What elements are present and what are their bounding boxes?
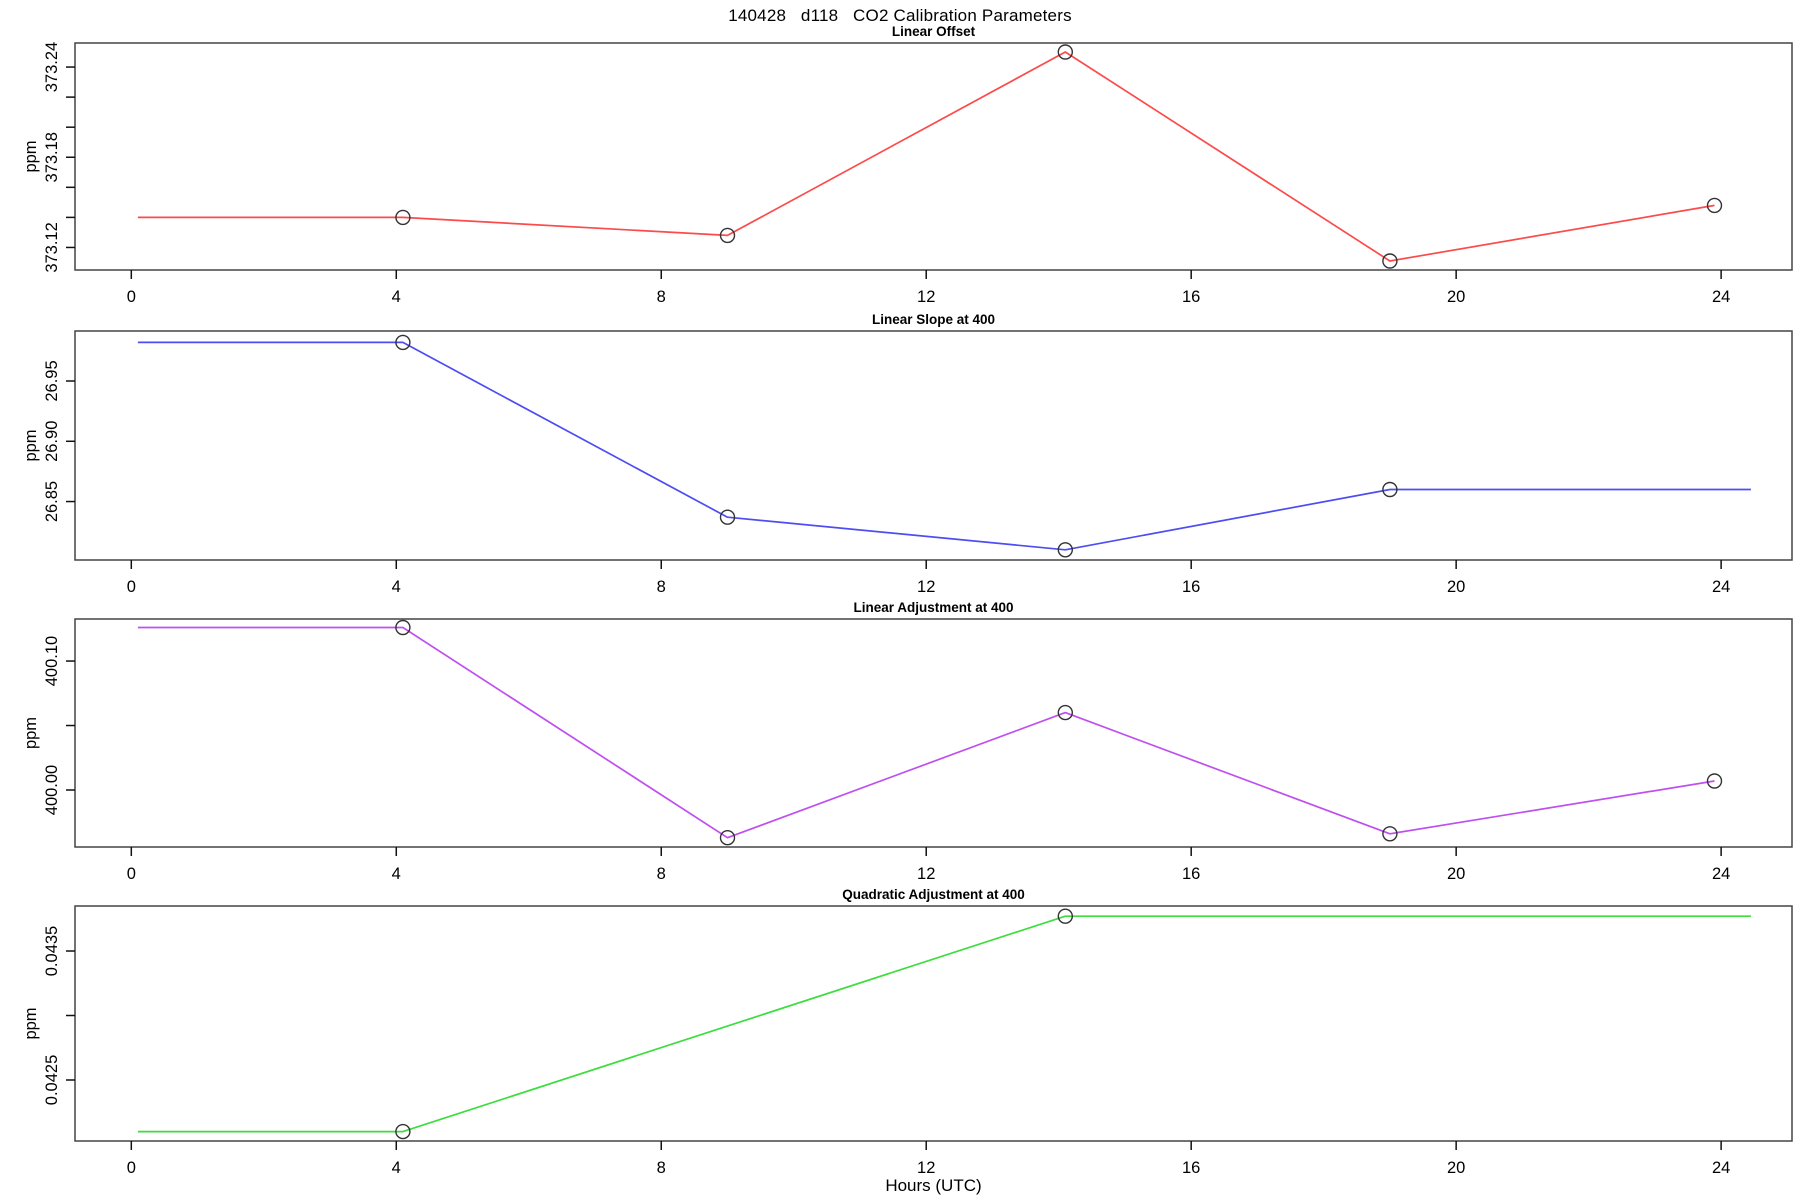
x-tick-label: 24 <box>1712 288 1730 306</box>
data-point-marker <box>719 509 736 525</box>
panel-linear-adjustment-at-400: Linear Adjustment at 400 400.00 400.10 ppm 0… <box>22 600 1793 883</box>
y-tick-label: 26.90 <box>43 421 61 462</box>
x-tick-label: 0 <box>127 578 136 596</box>
data-point-marker <box>395 209 411 226</box>
y-axis-label: ppm <box>22 429 40 461</box>
x-tick-label: 20 <box>1447 288 1465 306</box>
main-title: 140428 d118 CO2 Calibration Parameters <box>728 6 1072 25</box>
panel-title: Linear Slope at 400 <box>872 312 995 327</box>
x-tick-label: 4 <box>392 865 401 883</box>
data-point-marker <box>395 1123 411 1140</box>
x-tick-label: 20 <box>1447 865 1465 883</box>
x-tick-label: 12 <box>917 865 935 883</box>
series-line <box>137 915 1751 1133</box>
y-tick-label: 373.18 <box>43 132 61 182</box>
y-tick-label: 26.85 <box>43 481 61 522</box>
x-tick-label: 8 <box>657 1159 666 1177</box>
x-tick-label: 0 <box>127 1159 136 1177</box>
y-tick-label: 26.95 <box>43 360 61 401</box>
x-tick-label: 20 <box>1447 578 1465 596</box>
x-tick-label: 16 <box>1182 578 1200 596</box>
panel-title: Linear Adjustment at 400 <box>853 600 1013 615</box>
panel-quadratic-adjustment-at-400: Quadratic Adjustment at 400 0.0425 0.0435 p… <box>22 887 1793 1177</box>
x-tick-label: 12 <box>917 1159 935 1177</box>
x-tick-label: 16 <box>1182 1159 1200 1177</box>
plot-box <box>74 905 1793 1142</box>
panel-title: Linear Offset <box>892 24 976 39</box>
data-point-marker <box>719 830 736 846</box>
x-tick-label: 8 <box>657 578 666 596</box>
panel-title: Quadratic Adjustment at 400 <box>842 887 1025 902</box>
x-tick-label: 12 <box>917 288 935 306</box>
data-point-marker <box>1057 704 1074 721</box>
series-line <box>137 626 1715 839</box>
x-tick-label: 4 <box>392 578 401 596</box>
data-point-marker <box>1382 253 1398 269</box>
data-point-marker <box>1057 44 1074 60</box>
x-tick-label: 24 <box>1712 865 1730 883</box>
y-tick-label: 373.24 <box>43 42 61 92</box>
data-point-marker <box>395 619 411 636</box>
panel-linear-slope-at-400: Linear Slope at 400 26.85 26.90 26.95 ppm 0 4 8… <box>22 312 1793 596</box>
x-tick-label: 24 <box>1712 1159 1730 1177</box>
y-tick-label: 0.0435 <box>43 926 61 976</box>
panel-linear-offset: Linear Offset 373.12 373.18 373.24 ppm 0 4 8 12 1… <box>22 24 1793 306</box>
data-point-marker <box>1057 908 1074 924</box>
plot-box <box>74 618 1793 848</box>
plot-box <box>74 330 1793 561</box>
series-line <box>137 341 1751 551</box>
x-tick-label: 0 <box>127 288 136 306</box>
x-tick-label: 4 <box>392 1159 401 1177</box>
x-tick-label: 16 <box>1182 865 1200 883</box>
x-tick-label: 20 <box>1447 1159 1465 1177</box>
y-tick-label: 400.00 <box>43 765 61 815</box>
x-tick-label: 16 <box>1182 288 1200 306</box>
x-tick-label: 12 <box>917 578 935 596</box>
x-tick-label: 8 <box>657 865 666 883</box>
x-tick-label: 8 <box>657 288 666 306</box>
data-point-marker <box>1382 481 1398 498</box>
data-point-marker <box>1057 542 1074 558</box>
data-point-marker <box>1382 826 1398 842</box>
y-axis-label: ppm <box>22 140 40 172</box>
data-point-marker <box>719 227 736 244</box>
data-point-marker <box>395 334 411 351</box>
x-tick-label: 0 <box>127 865 136 883</box>
data-point-marker <box>1706 773 1723 789</box>
y-tick-label: 0.0425 <box>43 1055 61 1105</box>
y-tick-label: 400.10 <box>43 636 61 686</box>
y-axis-label: ppm <box>22 717 40 749</box>
plot-box <box>74 42 1793 271</box>
x-tick-label: 4 <box>392 288 401 306</box>
data-point-marker <box>1706 197 1723 214</box>
y-axis-label: ppm <box>22 1007 40 1039</box>
x-axis-title: Hours (UTC) <box>885 1176 982 1195</box>
y-tick-label: 373.12 <box>43 222 61 272</box>
series-line <box>137 51 1715 262</box>
x-tick-label: 24 <box>1712 578 1730 596</box>
